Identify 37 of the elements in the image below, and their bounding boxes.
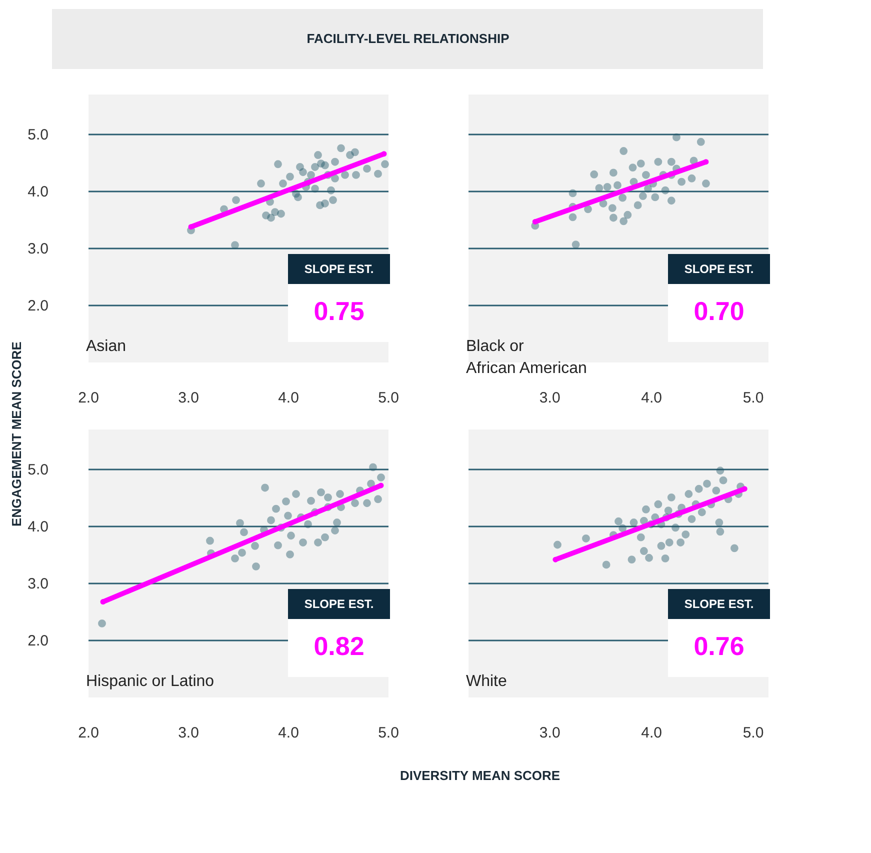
- y-axis-title: ENGAGEMENT MEAN SCORE: [9, 341, 24, 526]
- annotation: Asian: [86, 338, 126, 355]
- x-tick-label: 3.0: [539, 390, 560, 406]
- x-tick-label: 3.0: [178, 390, 199, 406]
- y-tick-label: 5.0: [28, 126, 48, 144]
- x-tick-label: 5.0: [742, 724, 764, 742]
- x-tick-label: 4.0: [641, 390, 662, 406]
- y-tick-label: 5.0: [28, 461, 48, 478]
- x-tick-label: 5.0: [378, 390, 399, 406]
- x-axis-title: DIVERSITY MEAN SCORE: [400, 768, 560, 783]
- x-tick-label: 4.0: [641, 724, 662, 742]
- y-tick-label: 2.0: [28, 297, 48, 314]
- x-tick-label: 4.0: [278, 724, 299, 742]
- annotation: 0.75: [314, 296, 364, 326]
- annotation: White: [466, 673, 507, 690]
- x-tick-label: 5.0: [378, 724, 399, 742]
- y-tick-label: 2.0: [28, 632, 48, 650]
- x-tick-label: 2.0: [78, 724, 99, 742]
- y-tick-label: 3.0: [28, 240, 48, 258]
- annotation: 0.82: [314, 631, 364, 661]
- annotation: Hispanic or Latino: [86, 673, 214, 690]
- annotation: SLOPE EST.: [684, 597, 754, 611]
- x-tick-label: 5.0: [742, 390, 764, 406]
- x-tick-label: 3.0: [539, 724, 560, 742]
- chart-title: FACILITY-LEVEL RELATIONSHIP: [306, 31, 510, 46]
- y-tick-label: 4.0: [28, 183, 48, 200]
- annotation: SLOPE EST.: [304, 597, 374, 611]
- x-tick-label: 4.0: [278, 390, 299, 406]
- annotation: Black or African American: [466, 338, 587, 377]
- y-tick-label: 3.0: [28, 575, 48, 592]
- x-tick-label: 2.0: [78, 390, 99, 406]
- annotation: SLOPE EST.: [684, 262, 754, 276]
- annotation: 0.76: [694, 631, 744, 661]
- y-tick-label: 4.0: [28, 518, 48, 536]
- annotation: 0.70: [694, 296, 744, 326]
- x-tick-label: 3.0: [178, 724, 199, 742]
- annotation: SLOPE EST.: [304, 262, 374, 276]
